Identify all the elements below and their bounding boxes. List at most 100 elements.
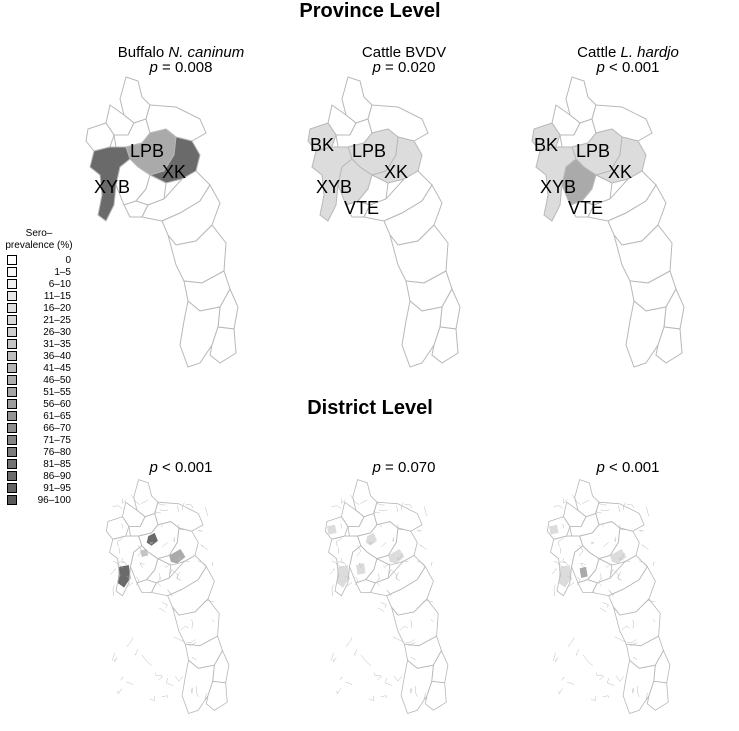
legend-swatch (7, 339, 17, 349)
province-savannakhet (167, 224, 227, 284)
province-label-vte: VTE (568, 198, 603, 218)
p-value: = 0.020 (380, 59, 436, 76)
province-champasak (179, 300, 221, 368)
legend-swatch (7, 387, 17, 397)
shaded-district (326, 524, 337, 535)
province-label-bk: BK (534, 135, 558, 155)
province-savannakhet (389, 224, 449, 284)
province-champasak (401, 300, 443, 368)
legend-swatch (7, 351, 17, 361)
legend-label: 96–100 (37, 494, 71, 506)
shaded-district (548, 524, 559, 535)
province-label-xk: XK (608, 162, 632, 182)
legend-item: 16–20 (4, 302, 74, 314)
legend-label: 21–25 (43, 314, 71, 326)
district-boundary (431, 649, 449, 684)
legend-label: 71–75 (43, 434, 71, 446)
legend-swatch (7, 267, 17, 277)
legend-item: 41–45 (4, 362, 74, 374)
legend-swatch (7, 279, 17, 289)
legend-swatch (7, 495, 17, 505)
legend-item: 11–15 (4, 290, 74, 302)
province-label-lpb: LPB (576, 141, 610, 161)
province-label-xk: XK (384, 162, 408, 182)
district-boundary (355, 579, 376, 593)
province-xk (370, 136, 423, 184)
legend-swatch (7, 411, 17, 421)
district-boundary (156, 527, 199, 566)
legend-swatch (7, 291, 17, 301)
shaded-district (365, 532, 377, 546)
province-xyb (535, 146, 577, 222)
district-boundary (212, 649, 230, 684)
district-boundary (128, 512, 159, 537)
legend-swatch (7, 255, 17, 265)
province-attapeu (431, 326, 459, 364)
legend-item: 61–65 (4, 410, 74, 422)
panel-label-cattle-leptospira: Cattle L. hardjo p < 0.001 (508, 45, 739, 75)
legend-swatch (7, 483, 17, 493)
host-name: Cattle (361, 44, 402, 61)
shaded-district (169, 548, 186, 564)
legend-label: 51–55 (43, 386, 71, 398)
province-label-xyb: XYB (540, 177, 576, 197)
legend-swatch (7, 435, 17, 445)
legend-label: 36–40 (43, 350, 71, 362)
province-xyb (311, 146, 353, 222)
p-value: = 0.070 (380, 459, 436, 476)
p-value: < 0.001 (604, 459, 660, 476)
shaded-district (117, 565, 131, 588)
province-xk (148, 136, 201, 184)
district-map-2 (324, 479, 449, 714)
legend-swatch (7, 363, 17, 373)
province-label-vte: VTE (344, 198, 379, 218)
district-subdivisions (110, 494, 215, 702)
legend-label: 1–5 (54, 266, 71, 278)
p-symbol: p (596, 59, 605, 76)
p-symbol: p (149, 459, 158, 476)
district-boundary (364, 558, 391, 584)
district-level-title: District Level (307, 397, 433, 419)
shaded-district (610, 548, 627, 564)
district-boundary (622, 659, 656, 714)
province-xk (594, 136, 647, 184)
legend-item: 46–50 (4, 374, 74, 386)
legend-swatch (7, 399, 17, 409)
district-boundary (597, 527, 640, 566)
district-boundary (172, 598, 220, 647)
province-savannakhet (613, 224, 673, 284)
district-boundary (574, 479, 600, 518)
province-label-lpb: LPB (130, 141, 164, 161)
legend-item: 66–70 (4, 422, 74, 434)
legend-item: 86–90 (4, 470, 74, 482)
district-boundary (347, 512, 378, 537)
district-boundary (328, 535, 362, 597)
shaded-district (355, 563, 366, 575)
pathogen-name: N. caninum (168, 44, 245, 61)
legend-title-line1: Sero– (25, 228, 53, 239)
province-attapeu (209, 326, 237, 364)
legend-item: 51–55 (4, 386, 74, 398)
legend-swatch (7, 303, 17, 313)
district-boundary (608, 565, 656, 616)
panel-label-buffalo-neospora: Buffalo N. caninum p = 0.008 (61, 45, 301, 75)
p-symbol: p (596, 459, 605, 476)
legend-label: 31–35 (43, 338, 71, 350)
legend-swatch (7, 423, 17, 433)
district-boundary (136, 579, 157, 593)
legend-item: 96–100 (4, 494, 74, 506)
district-boundary (357, 521, 399, 560)
legend-label: 66–70 (43, 422, 71, 434)
legend-label: 41–45 (43, 362, 71, 374)
district-boundary (577, 579, 598, 593)
district-boundary (586, 558, 613, 584)
shaded-district (558, 565, 572, 588)
p-value: = 0.008 (157, 59, 213, 76)
district-boundary (403, 635, 442, 669)
legend-swatch (7, 315, 17, 325)
p-symbol: p (372, 59, 381, 76)
legend-item: 0 (4, 254, 74, 266)
legend-swatch (7, 471, 17, 481)
